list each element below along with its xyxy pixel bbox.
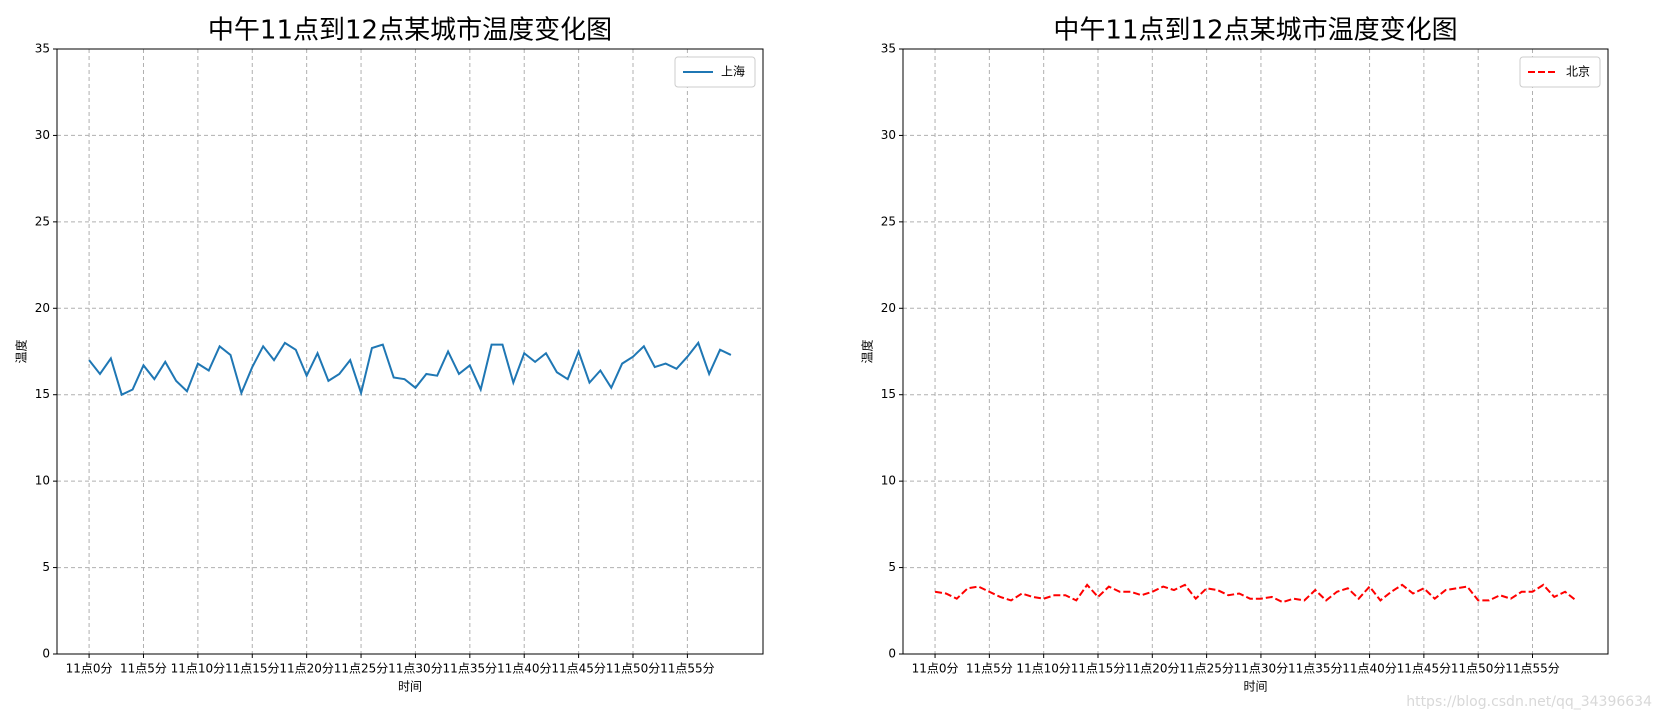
x-tick-label: 11点0分 xyxy=(66,662,113,676)
y-tick-label: 25 xyxy=(35,214,50,228)
legend-label: 上海 xyxy=(721,64,745,79)
x-tick-label: 11点10分 xyxy=(171,662,226,676)
x-tick-label: 11点0分 xyxy=(912,662,959,676)
y-tick-label: 0 xyxy=(888,647,896,661)
axes-frame xyxy=(56,48,764,655)
y-axis-label: 温度 xyxy=(14,339,29,363)
x-tick-label: 11点15分 xyxy=(225,662,280,676)
x-tick-label: 11点35分 xyxy=(443,662,498,676)
y-tick-label: 5 xyxy=(42,560,50,574)
y-tick-label: 20 xyxy=(35,301,50,315)
y-tick-label: 35 xyxy=(881,42,896,56)
x-tick-label: 11点15分 xyxy=(1071,662,1126,676)
x-axis-label: 时间 xyxy=(1243,680,1267,694)
chart-title: 中午11点到12点某城市温度变化图 xyxy=(208,16,612,46)
y-tick-label: 15 xyxy=(35,387,50,401)
y-tick-label: 10 xyxy=(35,474,50,488)
y-tick-label: 5 xyxy=(888,560,896,574)
data-line xyxy=(88,340,732,397)
x-tick-label: 11点40分 xyxy=(497,662,552,676)
x-tick-label: 11点20分 xyxy=(1125,662,1180,676)
y-tick-label: 0 xyxy=(42,647,50,661)
x-tick-label: 11点30分 xyxy=(1234,662,1289,676)
x-tick-label: 11点40分 xyxy=(1342,662,1397,676)
y-tick-label: 15 xyxy=(881,387,896,401)
y-tick-label: 30 xyxy=(881,128,896,142)
axes-frame xyxy=(902,48,1609,655)
x-tick-label: 11点45分 xyxy=(1397,662,1452,676)
y-tick-label: 10 xyxy=(881,474,896,488)
x-axis-label: 时间 xyxy=(398,680,422,694)
y-tick-label: 35 xyxy=(35,42,50,56)
x-tick-label: 11点50分 xyxy=(1451,662,1506,676)
chart-title: 中午11点到12点某城市温度变化图 xyxy=(1053,16,1457,46)
y-tick-label: 25 xyxy=(881,214,896,228)
x-tick-label: 11点55分 xyxy=(1505,662,1560,676)
y-tick-label: 20 xyxy=(881,301,896,315)
x-tick-label: 11点55分 xyxy=(660,662,715,676)
data-line xyxy=(934,583,1577,604)
y-tick-label: 30 xyxy=(35,128,50,142)
watermark: https://blog.csdn.net/qq_34396634 xyxy=(1406,694,1652,710)
x-tick-label: 11点5分 xyxy=(966,662,1013,676)
x-tick-label: 11点30分 xyxy=(388,662,443,676)
x-tick-label: 11点45分 xyxy=(551,662,606,676)
legend-label: 北京 xyxy=(1566,65,1590,79)
y-axis-label: 温度 xyxy=(860,339,875,363)
x-tick-label: 11点5分 xyxy=(120,662,167,676)
x-tick-label: 11点35分 xyxy=(1288,662,1343,676)
legend-box xyxy=(674,56,756,88)
x-tick-label: 11点10分 xyxy=(1016,662,1071,676)
x-tick-label: 11点20分 xyxy=(279,662,334,676)
legend-box xyxy=(1519,56,1601,88)
x-tick-label: 11点50分 xyxy=(606,662,661,676)
x-tick-label: 11点25分 xyxy=(334,662,389,676)
x-tick-label: 11点25分 xyxy=(1179,662,1234,676)
